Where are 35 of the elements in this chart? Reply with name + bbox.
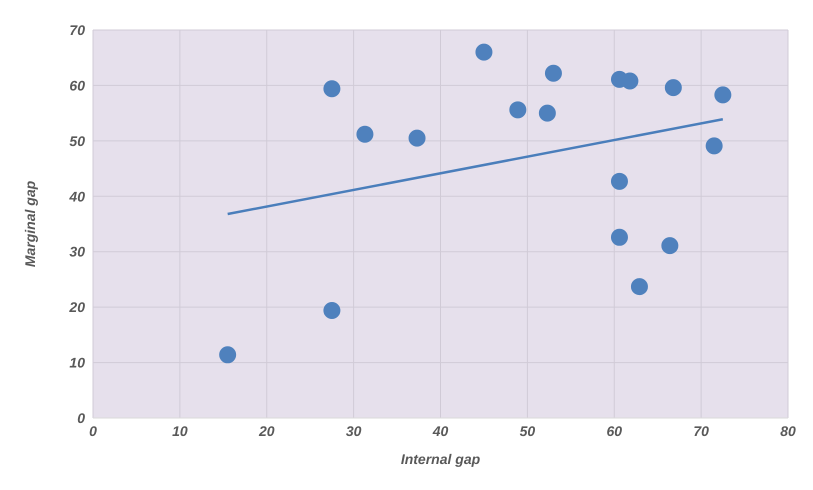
x-tick-label: 30: [346, 422, 362, 439]
point: [661, 237, 678, 254]
point: [610, 172, 628, 190]
y-tick-label: 0: [77, 410, 86, 426]
point: [509, 101, 526, 118]
x-tick-label: 0: [89, 422, 98, 439]
point: [219, 346, 236, 364]
x-tick-label: 40: [432, 422, 448, 439]
x-tick-label: 50: [520, 422, 536, 439]
point: [538, 104, 556, 122]
point: [323, 302, 340, 319]
x-tick-label: 80: [780, 422, 796, 439]
y-tick-label: 50: [69, 132, 86, 149]
y-tick-label: 40: [68, 188, 86, 204]
point: [323, 80, 340, 98]
point: [714, 86, 732, 104]
point: [664, 79, 682, 96]
x-tick-label: 60: [606, 422, 622, 439]
x-tick-label: 10: [172, 422, 188, 439]
y-tick-label: 60: [69, 77, 86, 94]
point: [475, 44, 492, 61]
x-axis-title: Internal gap: [400, 451, 481, 467]
y-tick-label: 10: [69, 354, 86, 371]
x-tick-label: 70: [693, 422, 710, 439]
y-tick-label: 20: [68, 299, 86, 316]
point: [408, 130, 426, 147]
point: [544, 64, 562, 82]
point: [610, 228, 628, 246]
x-tick-label: 20: [258, 422, 275, 439]
point: [630, 278, 648, 296]
y-tick-label: 30: [69, 244, 86, 260]
y-tick-label: 70: [69, 22, 86, 38]
y-axis-title: Marginal gap: [22, 180, 38, 268]
point: [706, 137, 723, 154]
point: [356, 126, 374, 143]
